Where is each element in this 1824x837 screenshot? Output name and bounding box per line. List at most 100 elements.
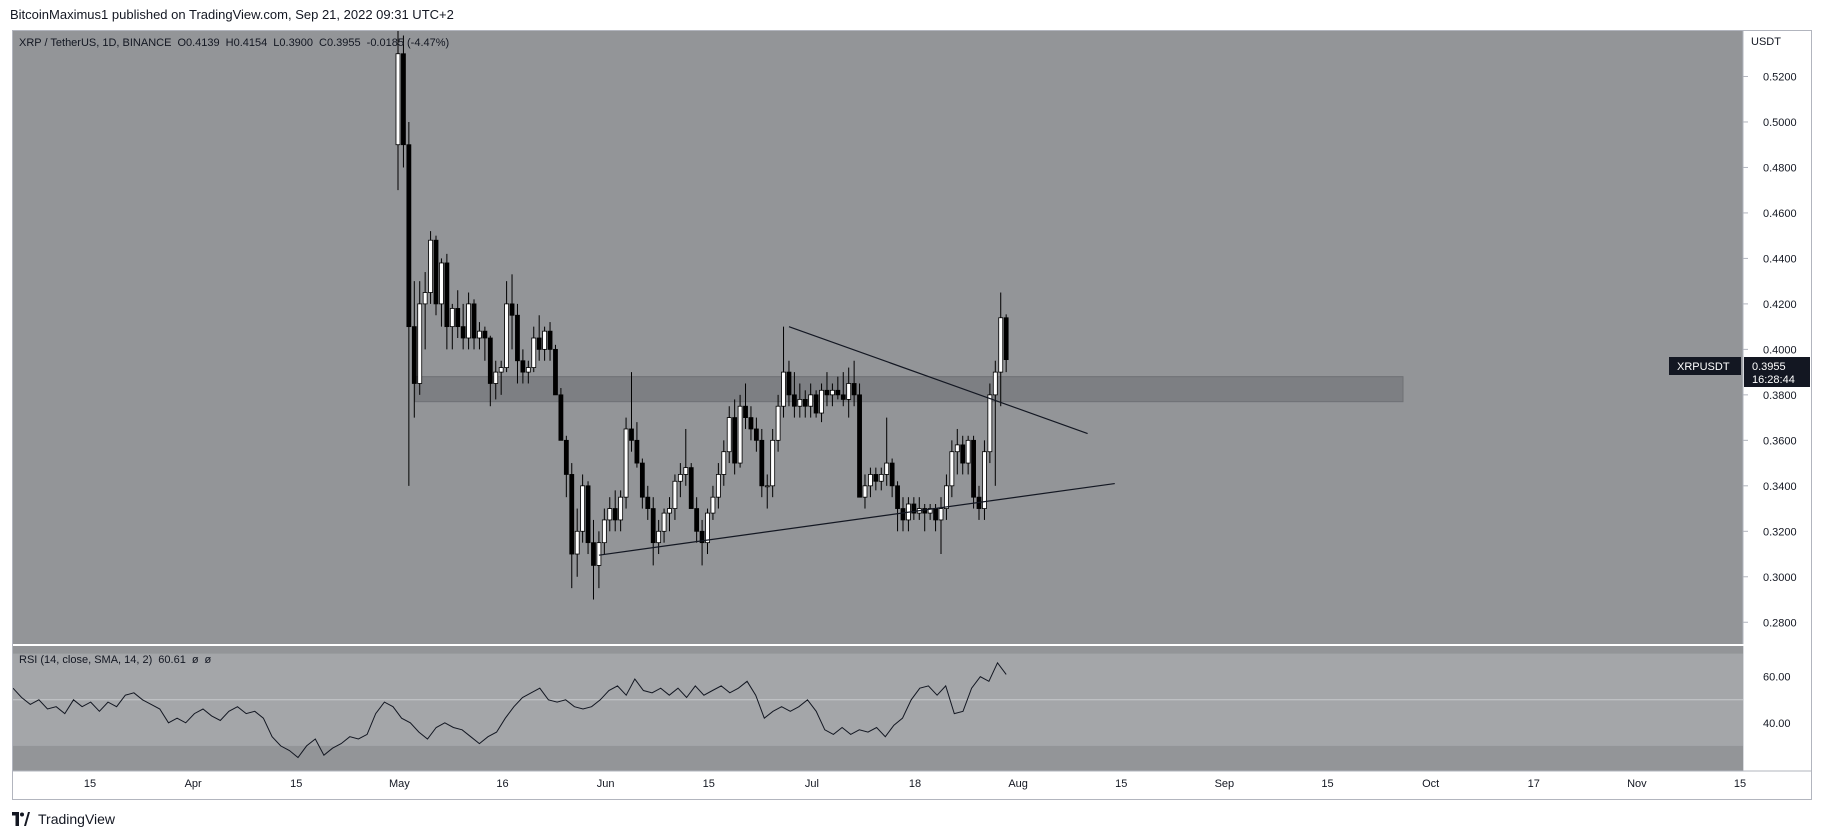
- time-tick-label: 15: [290, 778, 302, 790]
- candle: [401, 53, 406, 146]
- chart[interactable]: XRP / TetherUS, 1D, BINANCE O0.4139 H0.415…: [13, 31, 1811, 799]
- candle: [482, 330, 488, 339]
- main-pane-background: [13, 31, 1743, 645]
- candle: [884, 462, 890, 475]
- candle: [824, 389, 830, 396]
- candle: [938, 508, 944, 521]
- legend-o-value: 0.4139: [186, 37, 220, 49]
- rsi-value: 60.61: [158, 654, 186, 666]
- candle: [607, 508, 613, 521]
- symbol-tag-text: XRPUSDT: [1677, 361, 1730, 373]
- candle: [645, 496, 651, 509]
- candle: [759, 439, 765, 487]
- trendline[interactable]: [788, 326, 1088, 435]
- candle: [525, 367, 531, 373]
- trendline[interactable]: [598, 482, 1115, 556]
- candle: [634, 439, 640, 464]
- candle: [998, 317, 1004, 373]
- candle: [775, 405, 781, 441]
- rsi-extra-1: ø: [192, 654, 199, 666]
- candle: [460, 326, 466, 339]
- candle: [433, 239, 439, 305]
- candle: [536, 337, 542, 350]
- candle: [395, 53, 401, 146]
- legend-h-label: H: [226, 37, 234, 49]
- candle: [547, 330, 553, 350]
- price-tick-label: 0.4800: [1763, 162, 1797, 174]
- candle: [960, 444, 966, 464]
- price-tick-label: 0.3600: [1763, 435, 1797, 447]
- candle: [694, 508, 700, 532]
- time-tick-label: May: [389, 778, 410, 790]
- candle: [574, 530, 580, 555]
- candle: [520, 360, 526, 373]
- candle: [531, 337, 537, 368]
- candle: [813, 394, 819, 414]
- candle: [933, 508, 938, 521]
- time-tick-label: Oct: [1422, 778, 1439, 790]
- chart-frame: XRP / TetherUS, 1D, BINANCE O0.4139 H0.415…: [12, 30, 1812, 800]
- candle: [504, 303, 510, 368]
- candle: [493, 371, 499, 384]
- candle: [705, 512, 710, 544]
- time-tick-label: 16: [496, 778, 508, 790]
- time-tick-label: 18: [909, 778, 921, 790]
- candle: [553, 348, 558, 396]
- candle: [422, 292, 428, 305]
- candle: [862, 485, 868, 498]
- candle: [406, 144, 412, 328]
- candle: [683, 467, 689, 475]
- candle: [569, 474, 575, 555]
- candle: [786, 371, 792, 396]
- author-name[interactable]: BitcoinMaximus1: [10, 7, 109, 22]
- candle: [650, 508, 656, 544]
- candle: [661, 512, 667, 532]
- symbol-tag: [1669, 357, 1741, 375]
- candle: [477, 330, 482, 339]
- candle: [737, 405, 743, 464]
- candle: [992, 371, 998, 396]
- candle: [797, 398, 803, 407]
- candle: [688, 467, 694, 509]
- time-axis[interactable]: 15 Apr 15 May 16 Jun 15 Jul 18 Aug 15 Sep 15 Oct 17 Nov…: [13, 770, 1811, 790]
- price-axis[interactable]: USDT 0.5200 0.5000 0.4800 0.4600 0.4400 0.420…: [1742, 31, 1797, 771]
- candle: [808, 394, 814, 407]
- price-tick-label: 0.4400: [1763, 253, 1797, 265]
- legend-c-label: C: [319, 37, 327, 49]
- candle: [721, 451, 727, 475]
- rsi-tick-label: 60.00: [1763, 672, 1791, 684]
- legend-symbol: XRP / TetherUS, 1D, BINANCE: [19, 37, 171, 49]
- footer: TradingView: [10, 808, 115, 830]
- time-tick-label: 15: [1321, 778, 1333, 790]
- candle: [417, 303, 423, 384]
- tradingview-logo-icon[interactable]: [10, 812, 32, 826]
- price-tick-label: 0.5200: [1763, 71, 1797, 83]
- candle: [802, 398, 808, 407]
- candle: [954, 444, 960, 453]
- candle: [710, 496, 716, 514]
- rsi-label: RSI (14, close, SMA, 14, 2): [19, 654, 152, 666]
- candle: [868, 474, 873, 487]
- candle: [726, 417, 732, 453]
- candle: [927, 508, 933, 514]
- candle: [900, 508, 906, 521]
- candle: [840, 394, 846, 400]
- candle: [770, 439, 776, 487]
- time-tick-label: 15: [1115, 778, 1127, 790]
- time-tick-label: Nov: [1627, 778, 1647, 790]
- candle: [672, 480, 678, 509]
- candle: [715, 474, 721, 498]
- price-tick-label: 0.3400: [1763, 481, 1797, 493]
- candle: [764, 485, 770, 488]
- candle: [878, 474, 884, 482]
- time-tick-label: 17: [1528, 778, 1540, 790]
- candle: [444, 262, 450, 328]
- candle: [428, 239, 433, 293]
- footer-brand: TradingView: [38, 811, 116, 827]
- publish-header: BitcoinMaximus1 published on TradingView…: [0, 0, 1824, 30]
- trendlines-layer: [598, 326, 1115, 556]
- candle: [580, 485, 586, 532]
- candle: [623, 428, 629, 498]
- time-tick-label: Sep: [1215, 778, 1235, 790]
- time-tick-label: Aug: [1008, 778, 1028, 790]
